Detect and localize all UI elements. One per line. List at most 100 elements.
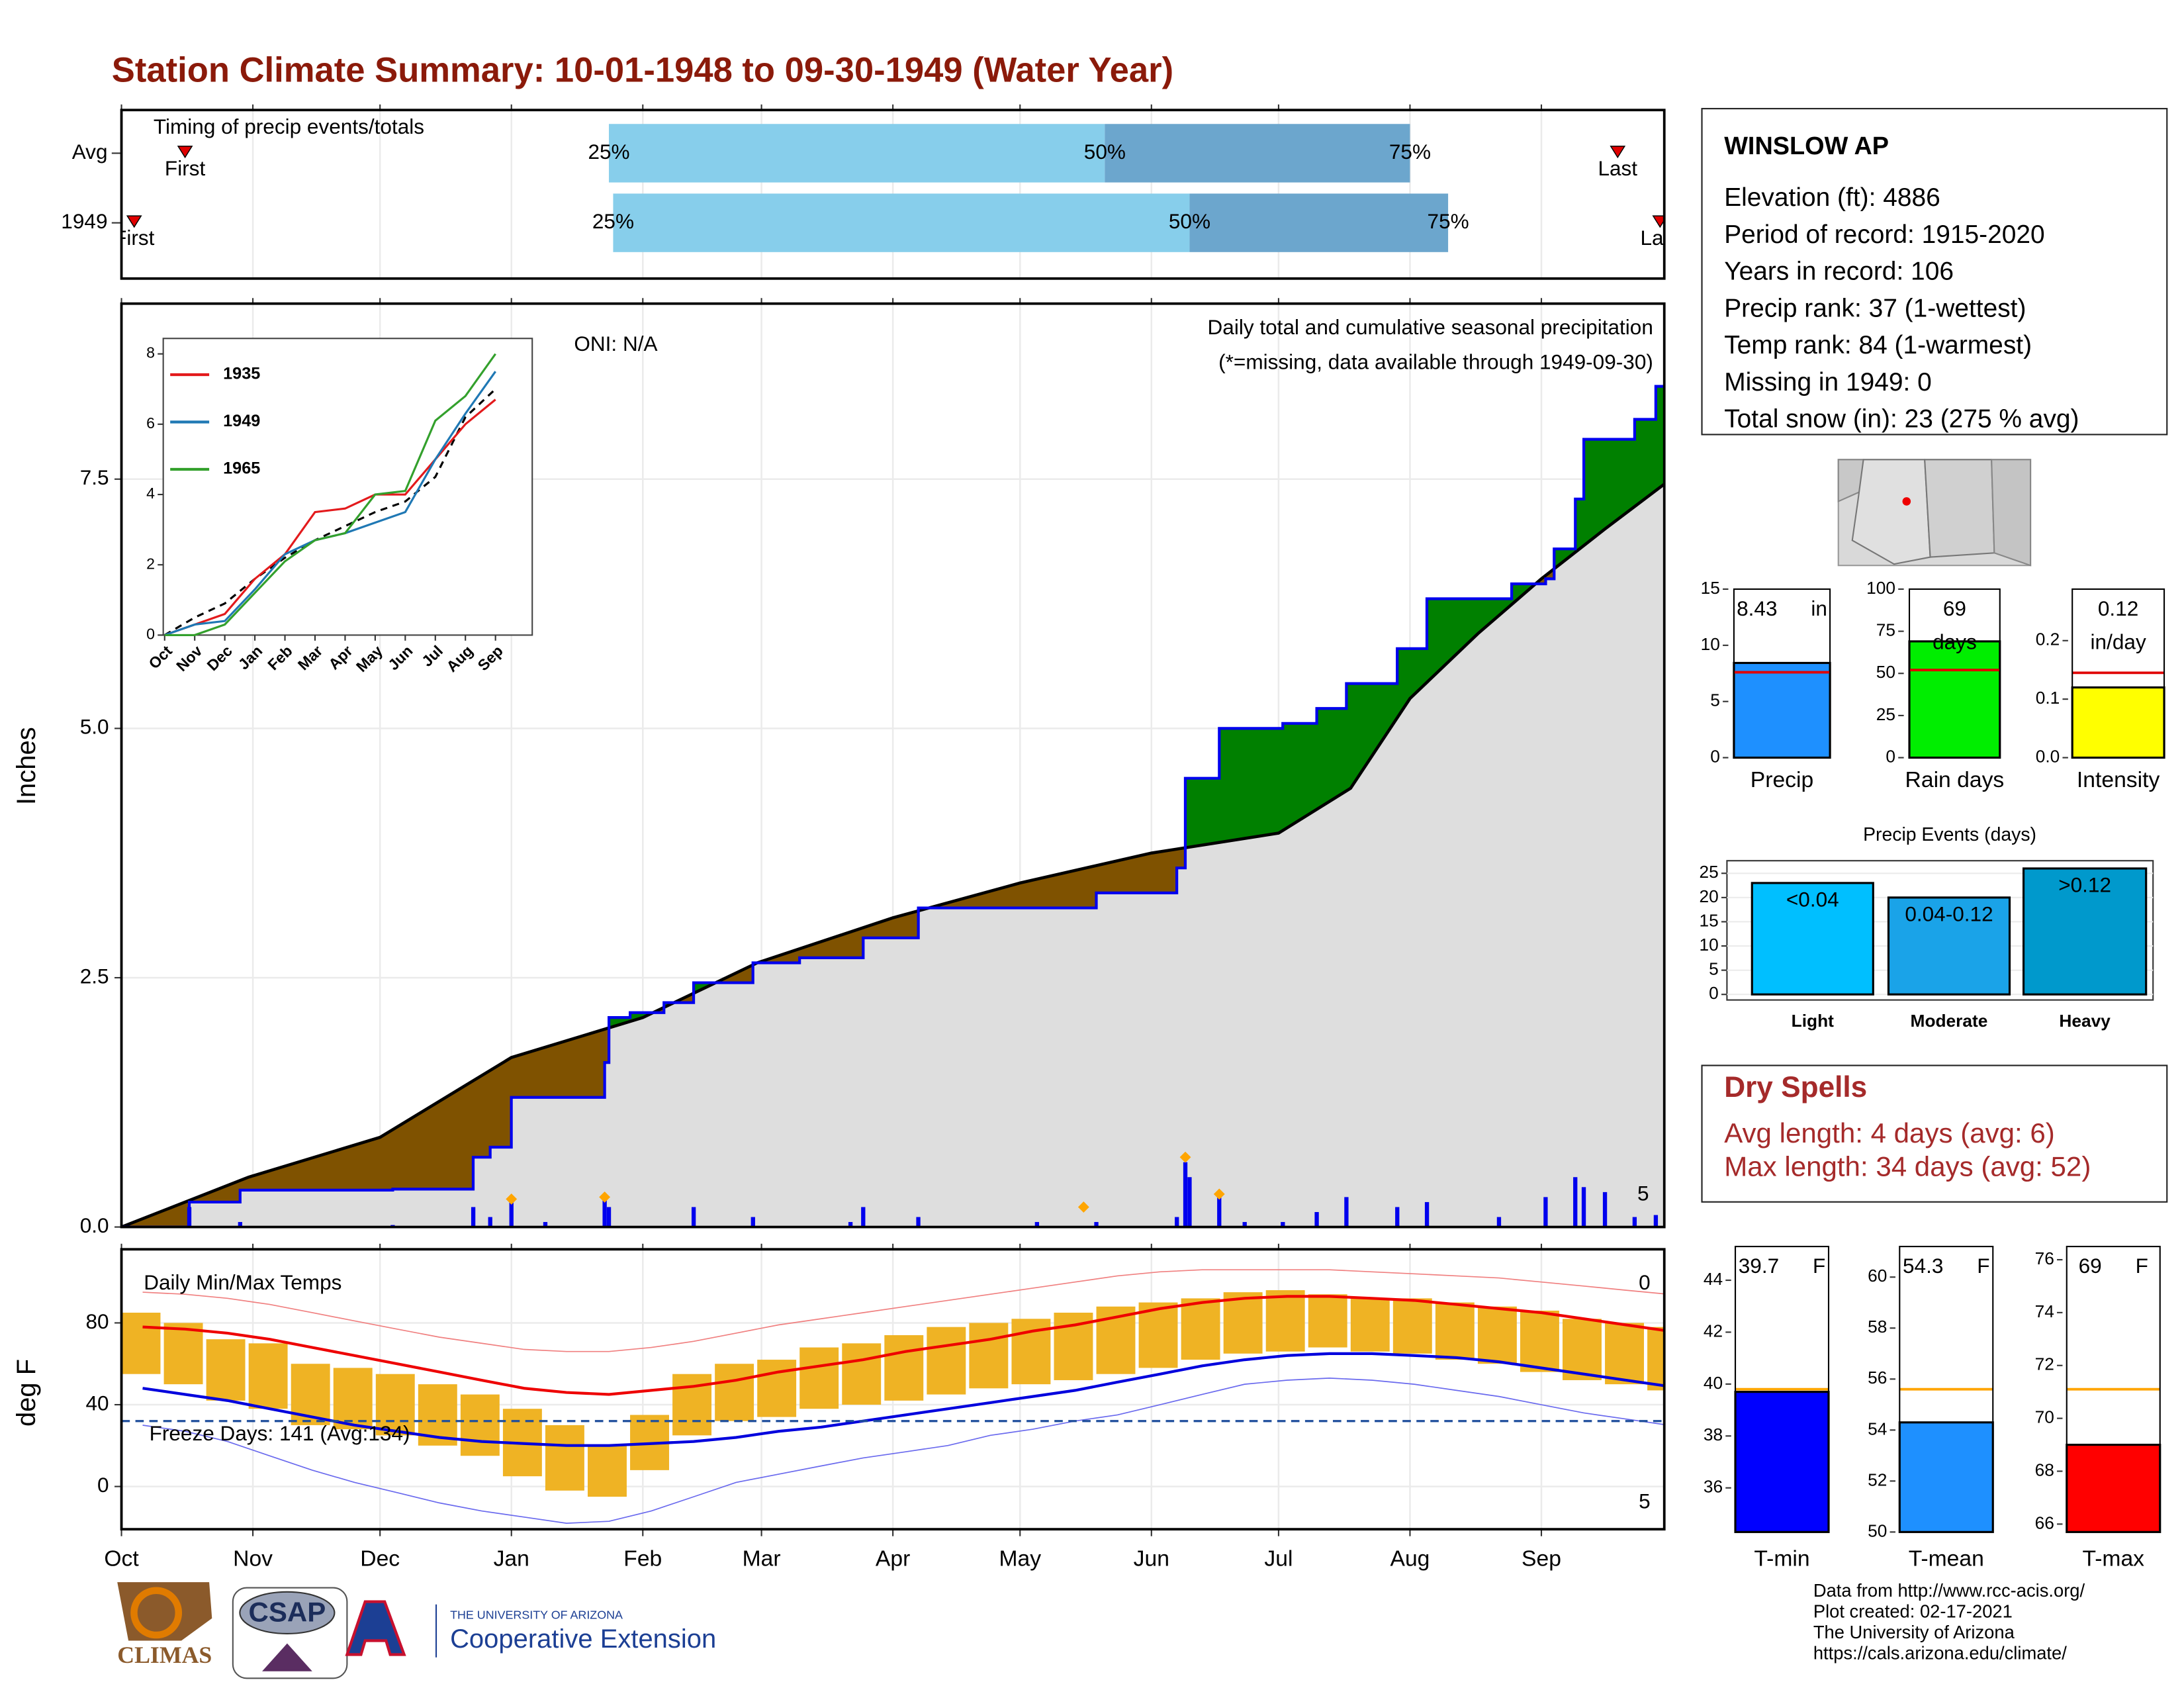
- event-label: Last: [1598, 156, 1637, 180]
- bar: [1734, 1391, 1830, 1533]
- dry-spells-line: Max length: 34 days (avg: 52): [1724, 1150, 2091, 1182]
- y-tick-label: 15: [1700, 910, 1719, 930]
- station-lines: Elevation (ft): 4886 Period of record: 19…: [1724, 183, 2079, 434]
- y-tick-label: 56: [1868, 1368, 1887, 1387]
- row-label: Avg: [72, 140, 108, 164]
- timing-bar: [613, 193, 1190, 252]
- legend-label: 1935: [223, 365, 260, 383]
- daily-bar: [1242, 1222, 1247, 1227]
- temp-range: [375, 1374, 415, 1436]
- station-dot: [1902, 497, 1911, 506]
- y-tick-label: 0.0: [2036, 746, 2060, 766]
- station-line: Missing in 1949: 0: [1724, 368, 1932, 397]
- legend-label: 1965: [223, 459, 260, 478]
- x-tick-label: Nov: [233, 1546, 273, 1571]
- dry-spells-line: Avg length: 4 days (avg: 6): [1724, 1117, 2055, 1149]
- event-marker: [126, 215, 142, 228]
- station-name: WINSLOW AP: [1724, 132, 1889, 160]
- temp-range: [969, 1323, 1009, 1389]
- x-label: Moderate: [1911, 1011, 1988, 1031]
- csap-text: CSAP: [248, 1597, 326, 1628]
- snow-marker: [1179, 1151, 1191, 1163]
- y-tick-label: 0.0: [80, 1213, 109, 1237]
- observed-line: [121, 385, 1664, 1227]
- y-axis-label: deg F: [12, 1359, 41, 1427]
- ua-logo: [345, 1600, 406, 1656]
- y-tick-label: 0: [146, 626, 155, 643]
- daily-bar: [916, 1217, 921, 1227]
- y-tick-label: 25: [1876, 704, 1895, 724]
- daily-bar: [1653, 1215, 1659, 1227]
- temp-range: [1181, 1298, 1220, 1360]
- y-tick-label: 68: [2035, 1460, 2054, 1479]
- y-tick-label: 40: [1704, 1373, 1723, 1393]
- map-state: [1991, 459, 2032, 567]
- csap-mountain: [262, 1643, 312, 1671]
- temp-range: [884, 1335, 924, 1401]
- plot-border: [1734, 1245, 1830, 1533]
- y-tick-label: 50: [1868, 1521, 1887, 1540]
- y-tick-label: 0.2: [2036, 630, 2060, 649]
- plot-border: [1733, 588, 1831, 759]
- value-label-box: 0.12 in/day: [2091, 598, 2146, 655]
- temp-range: [1138, 1302, 1178, 1368]
- y-tick-label: 66: [2035, 1513, 2054, 1532]
- y-tick-label: 0: [97, 1473, 109, 1497]
- event-bar: [1887, 896, 2011, 996]
- daily-bar: [1034, 1222, 1040, 1227]
- normal-max-line: [142, 1295, 1664, 1396]
- daily-bar: [1187, 1177, 1192, 1227]
- temp-range: [588, 1445, 627, 1497]
- x-tick-label: Sep: [1522, 1546, 1561, 1571]
- value-label-box: 69 days: [1933, 598, 1977, 655]
- y-tick-label: 10: [1701, 634, 1720, 654]
- dry-spells-title: Dry Spells: [1724, 1071, 1867, 1103]
- y-tick-label: 10: [1700, 935, 1719, 955]
- panel-border: [120, 109, 1666, 280]
- record-high-line: [142, 1269, 1664, 1352]
- y-tick-label: 36: [1704, 1477, 1723, 1497]
- y-tick-label: 0.1: [2036, 688, 2060, 708]
- y-tick-label: 2: [146, 555, 155, 572]
- x-label: T-mean: [1909, 1546, 1984, 1571]
- event-bar: [1751, 882, 1874, 996]
- inset-bg: [162, 338, 533, 636]
- daily-bar: [1424, 1201, 1430, 1227]
- x-label: T-max: [2083, 1546, 2145, 1571]
- plot-border: [2066, 1245, 2161, 1533]
- subtitle: Daily total and cumulative seasonal prec…: [1208, 315, 1653, 339]
- station-line: Total snow (in): 23 (275 % avg): [1724, 405, 2079, 434]
- y-axis-label: Inches: [12, 727, 41, 805]
- station-line: Precip rank: 37 (1-wettest): [1724, 294, 2026, 322]
- map-state: [1924, 459, 1995, 558]
- value-label-box: 39.7 F: [1739, 1255, 1826, 1279]
- x-tick-label: Jun: [1134, 1546, 1169, 1571]
- y-tick-label: 74: [2035, 1301, 2054, 1321]
- normal-min-line: [142, 1352, 1664, 1447]
- temp-range: [1392, 1298, 1432, 1354]
- y-tick-label: 72: [2035, 1354, 2054, 1374]
- percent-label: 25%: [588, 140, 629, 164]
- daily-bar: [1573, 1177, 1578, 1227]
- y-tick-label: 5: [1710, 690, 1720, 710]
- daily-bar: [1217, 1197, 1222, 1227]
- y-tick-label: 0: [1886, 746, 1895, 766]
- bar: [1898, 1421, 1994, 1533]
- dry-spells-box: [1701, 1064, 2168, 1203]
- y-tick-label: 5: [1709, 959, 1719, 979]
- temp-panel: [121, 1269, 1664, 1524]
- temp-range: [1647, 1327, 1664, 1391]
- y-tick-label: 100: [1866, 578, 1895, 598]
- event-marker: [177, 146, 193, 159]
- daily-bar: [187, 1207, 192, 1227]
- y-tick-label: 0: [1709, 983, 1719, 1003]
- footer-line: The University of Arizona: [1813, 1622, 2015, 1642]
- temp-range: [715, 1364, 754, 1421]
- plot-border: [1908, 588, 2001, 759]
- temp-range: [1223, 1292, 1263, 1354]
- daily-bar: [1632, 1217, 1637, 1227]
- logos: CLIMAS CSAP THE UNIVERSITY OF ARIZONA Co…: [117, 1582, 716, 1679]
- temp-range: [1520, 1310, 1559, 1372]
- daily-bar: [1094, 1222, 1099, 1227]
- percent-label: 50%: [1084, 140, 1126, 164]
